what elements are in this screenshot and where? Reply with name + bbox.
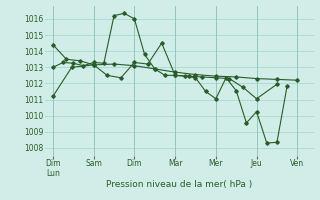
X-axis label: Pression niveau de la mer( hPa ): Pression niveau de la mer( hPa ) bbox=[106, 180, 252, 189]
